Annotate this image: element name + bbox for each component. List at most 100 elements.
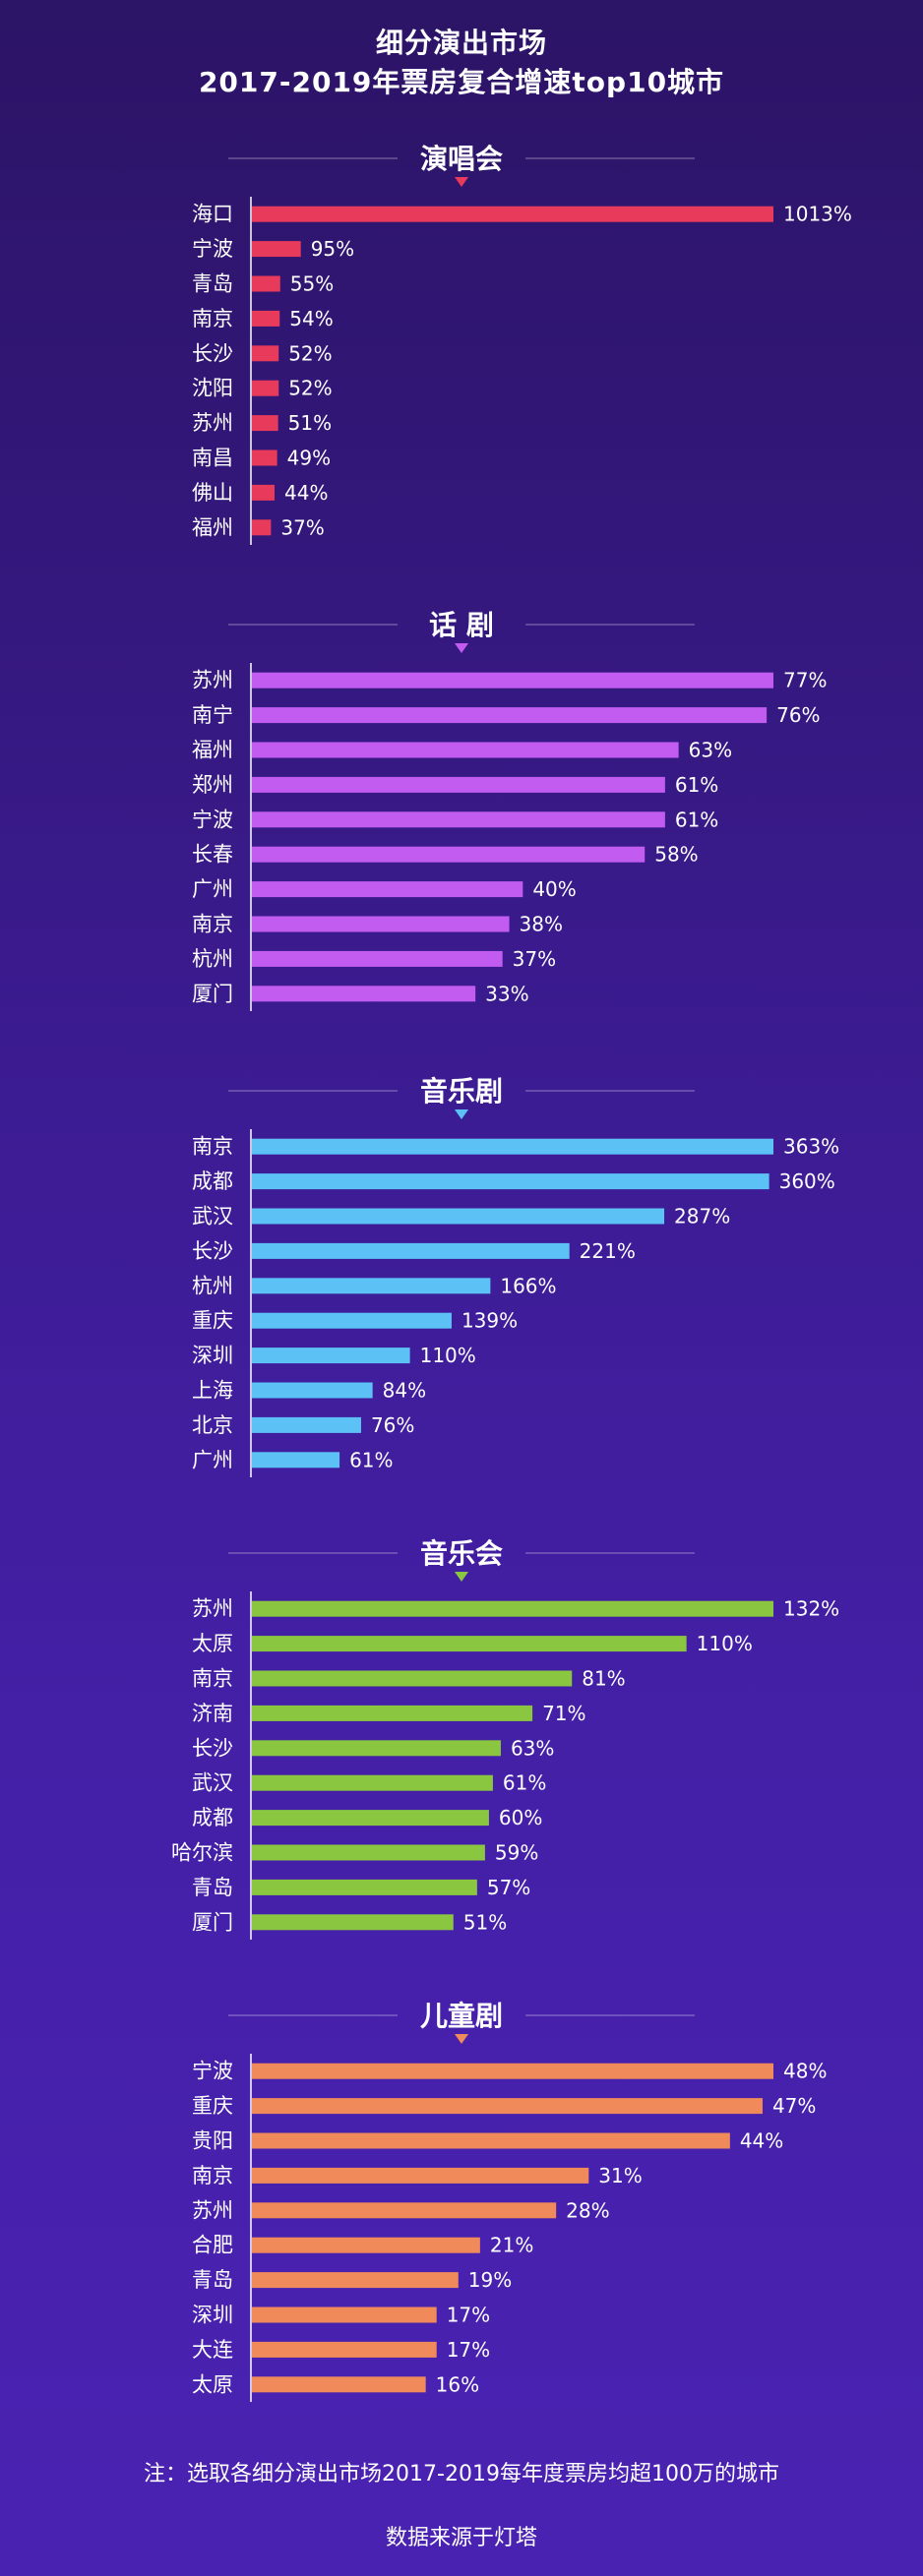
divider-right — [525, 2014, 695, 2016]
category-label: 南京 — [192, 1667, 233, 1691]
category-label: 大连 — [192, 2338, 233, 2362]
category-label: 厦门 — [192, 1910, 233, 1934]
value-label: 76% — [776, 703, 820, 727]
bar — [252, 310, 280, 327]
value-label: 61% — [349, 1448, 393, 1471]
value-label: 55% — [290, 272, 334, 296]
value-label: 58% — [654, 843, 698, 867]
value-label: 63% — [511, 1736, 554, 1760]
bar — [252, 1670, 573, 1687]
value-label: 44% — [740, 2129, 783, 2153]
bar — [252, 1452, 340, 1468]
category-label: 深圳 — [192, 2304, 233, 2327]
category-label: 南京 — [192, 1135, 233, 1159]
category-label: 广州 — [192, 1448, 233, 1471]
category-label: 成都 — [192, 1806, 233, 1829]
value-label: 61% — [675, 773, 718, 797]
value-label: 54% — [289, 307, 333, 330]
value-label: 31% — [598, 2164, 642, 2187]
bar-chart-concert: 海口 1013% 宁波 95% 青岛 55% 南京 54% 长沙 52% 沈阳 52% 苏州 51% 南昌 4… — [192, 197, 852, 545]
value-label: 95% — [311, 237, 354, 261]
bar — [252, 2306, 437, 2323]
category-label: 北京 — [192, 1413, 233, 1437]
bar — [252, 916, 510, 932]
divider-left — [228, 2014, 398, 2016]
value-label: 28% — [566, 2198, 609, 2222]
category-label: 贵阳 — [192, 2129, 233, 2153]
value-label: 166% — [500, 1274, 556, 1297]
category-label: 长沙 — [192, 1239, 233, 1263]
bar-chart-musical: 南京 363% 成都 360% 武汉 287% 长沙 221% 杭州 166% 重庆 139% 深圳 11… — [192, 1129, 839, 1477]
bar — [252, 2132, 730, 2149]
footnote-source: 数据来源于灯塔 — [385, 2526, 537, 2550]
bar — [252, 2237, 480, 2253]
bar — [252, 707, 768, 724]
bar — [252, 2376, 426, 2393]
value-label: 76% — [371, 1413, 414, 1437]
divider-left — [228, 1552, 398, 1554]
section-title: 演唱会 — [419, 143, 503, 175]
value-label: 81% — [582, 1667, 625, 1691]
bar — [252, 1774, 493, 1791]
value-label: 37% — [513, 947, 556, 971]
bar — [252, 1382, 373, 1399]
bar — [252, 449, 277, 466]
category-label: 南宁 — [192, 703, 233, 727]
bar — [252, 1636, 687, 1652]
category-label: 重庆 — [192, 1309, 233, 1333]
value-label: 57% — [487, 1876, 530, 1899]
bar — [252, 484, 276, 501]
bar — [252, 672, 773, 689]
value-label: 51% — [288, 411, 332, 435]
value-label: 33% — [485, 982, 528, 1005]
category-label: 沈阳 — [192, 377, 233, 400]
bar — [252, 1810, 489, 1827]
category-label: 合肥 — [192, 2234, 233, 2257]
category-label: 长沙 — [192, 341, 233, 365]
category-label: 福州 — [192, 515, 233, 539]
category-label: 杭州 — [192, 1274, 233, 1297]
bar — [252, 275, 280, 292]
bar — [252, 1348, 410, 1364]
page-title-line1: 细分演出市场 — [375, 27, 547, 59]
category-label: 武汉 — [192, 1771, 233, 1795]
divider-left — [228, 1090, 398, 1092]
divider-right — [525, 1552, 695, 1554]
category-label: 太原 — [192, 1632, 233, 1655]
triangle-marker-icon — [455, 2034, 468, 2044]
value-label: 52% — [288, 377, 332, 400]
triangle-marker-icon — [455, 1109, 468, 1119]
value-label: 40% — [532, 877, 576, 901]
category-label: 苏州 — [192, 669, 233, 692]
divider-right — [525, 157, 695, 159]
bar — [252, 1879, 477, 1895]
value-label: 49% — [287, 447, 331, 470]
bar — [252, 241, 301, 258]
category-label: 厦门 — [192, 982, 233, 1005]
bar — [252, 2341, 437, 2358]
bar — [252, 742, 679, 758]
divider-right — [525, 1090, 695, 1092]
bar — [252, 2063, 773, 2079]
bar — [252, 1208, 665, 1225]
category-label: 青岛 — [192, 1876, 233, 1899]
triangle-marker-icon — [455, 1572, 468, 1582]
category-label: 杭州 — [192, 947, 233, 971]
value-label: 77% — [783, 669, 827, 692]
value-label: 63% — [689, 739, 732, 762]
value-label: 110% — [697, 1632, 753, 1655]
bar — [252, 881, 523, 898]
value-label: 110% — [420, 1344, 476, 1367]
category-label: 福州 — [192, 739, 233, 762]
category-label: 深圳 — [192, 1344, 233, 1367]
category-label: 佛山 — [192, 481, 233, 505]
category-label: 太原 — [192, 2372, 233, 2396]
section-title: 音乐剧 — [419, 1075, 503, 1108]
bar — [252, 2202, 557, 2219]
category-label: 广州 — [192, 877, 233, 901]
value-label: 139% — [462, 1309, 518, 1333]
category-label: 青岛 — [192, 2268, 233, 2292]
bar — [252, 1312, 452, 1329]
value-label: 17% — [447, 2338, 490, 2362]
